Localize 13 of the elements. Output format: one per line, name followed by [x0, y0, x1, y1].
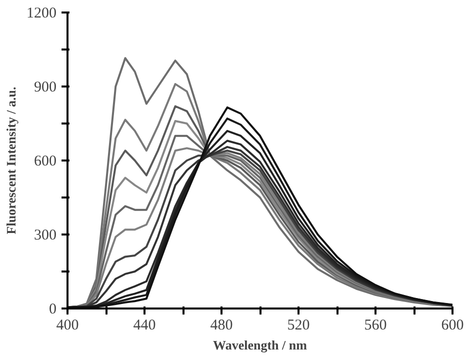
y-tick-label: 600 [34, 154, 56, 170]
x-axis-title: Wavelength / nm [213, 338, 308, 352]
y-tick-label: 900 [34, 80, 56, 96]
x-tick-label: 440 [133, 318, 156, 334]
x-tick-label: 560 [364, 318, 387, 334]
y-axis-title: Fluorescent Intensity / a.u. [4, 86, 18, 234]
x-tick-label: 400 [56, 318, 79, 334]
y-tick-label: 0 [49, 302, 56, 318]
y-tick-label: 300 [34, 228, 56, 244]
x-tick-label: 600 [441, 318, 464, 334]
x-tick-label: 520 [287, 318, 310, 334]
x-tick-label: 480 [210, 318, 233, 334]
y-tick-label: 1200 [26, 6, 56, 22]
